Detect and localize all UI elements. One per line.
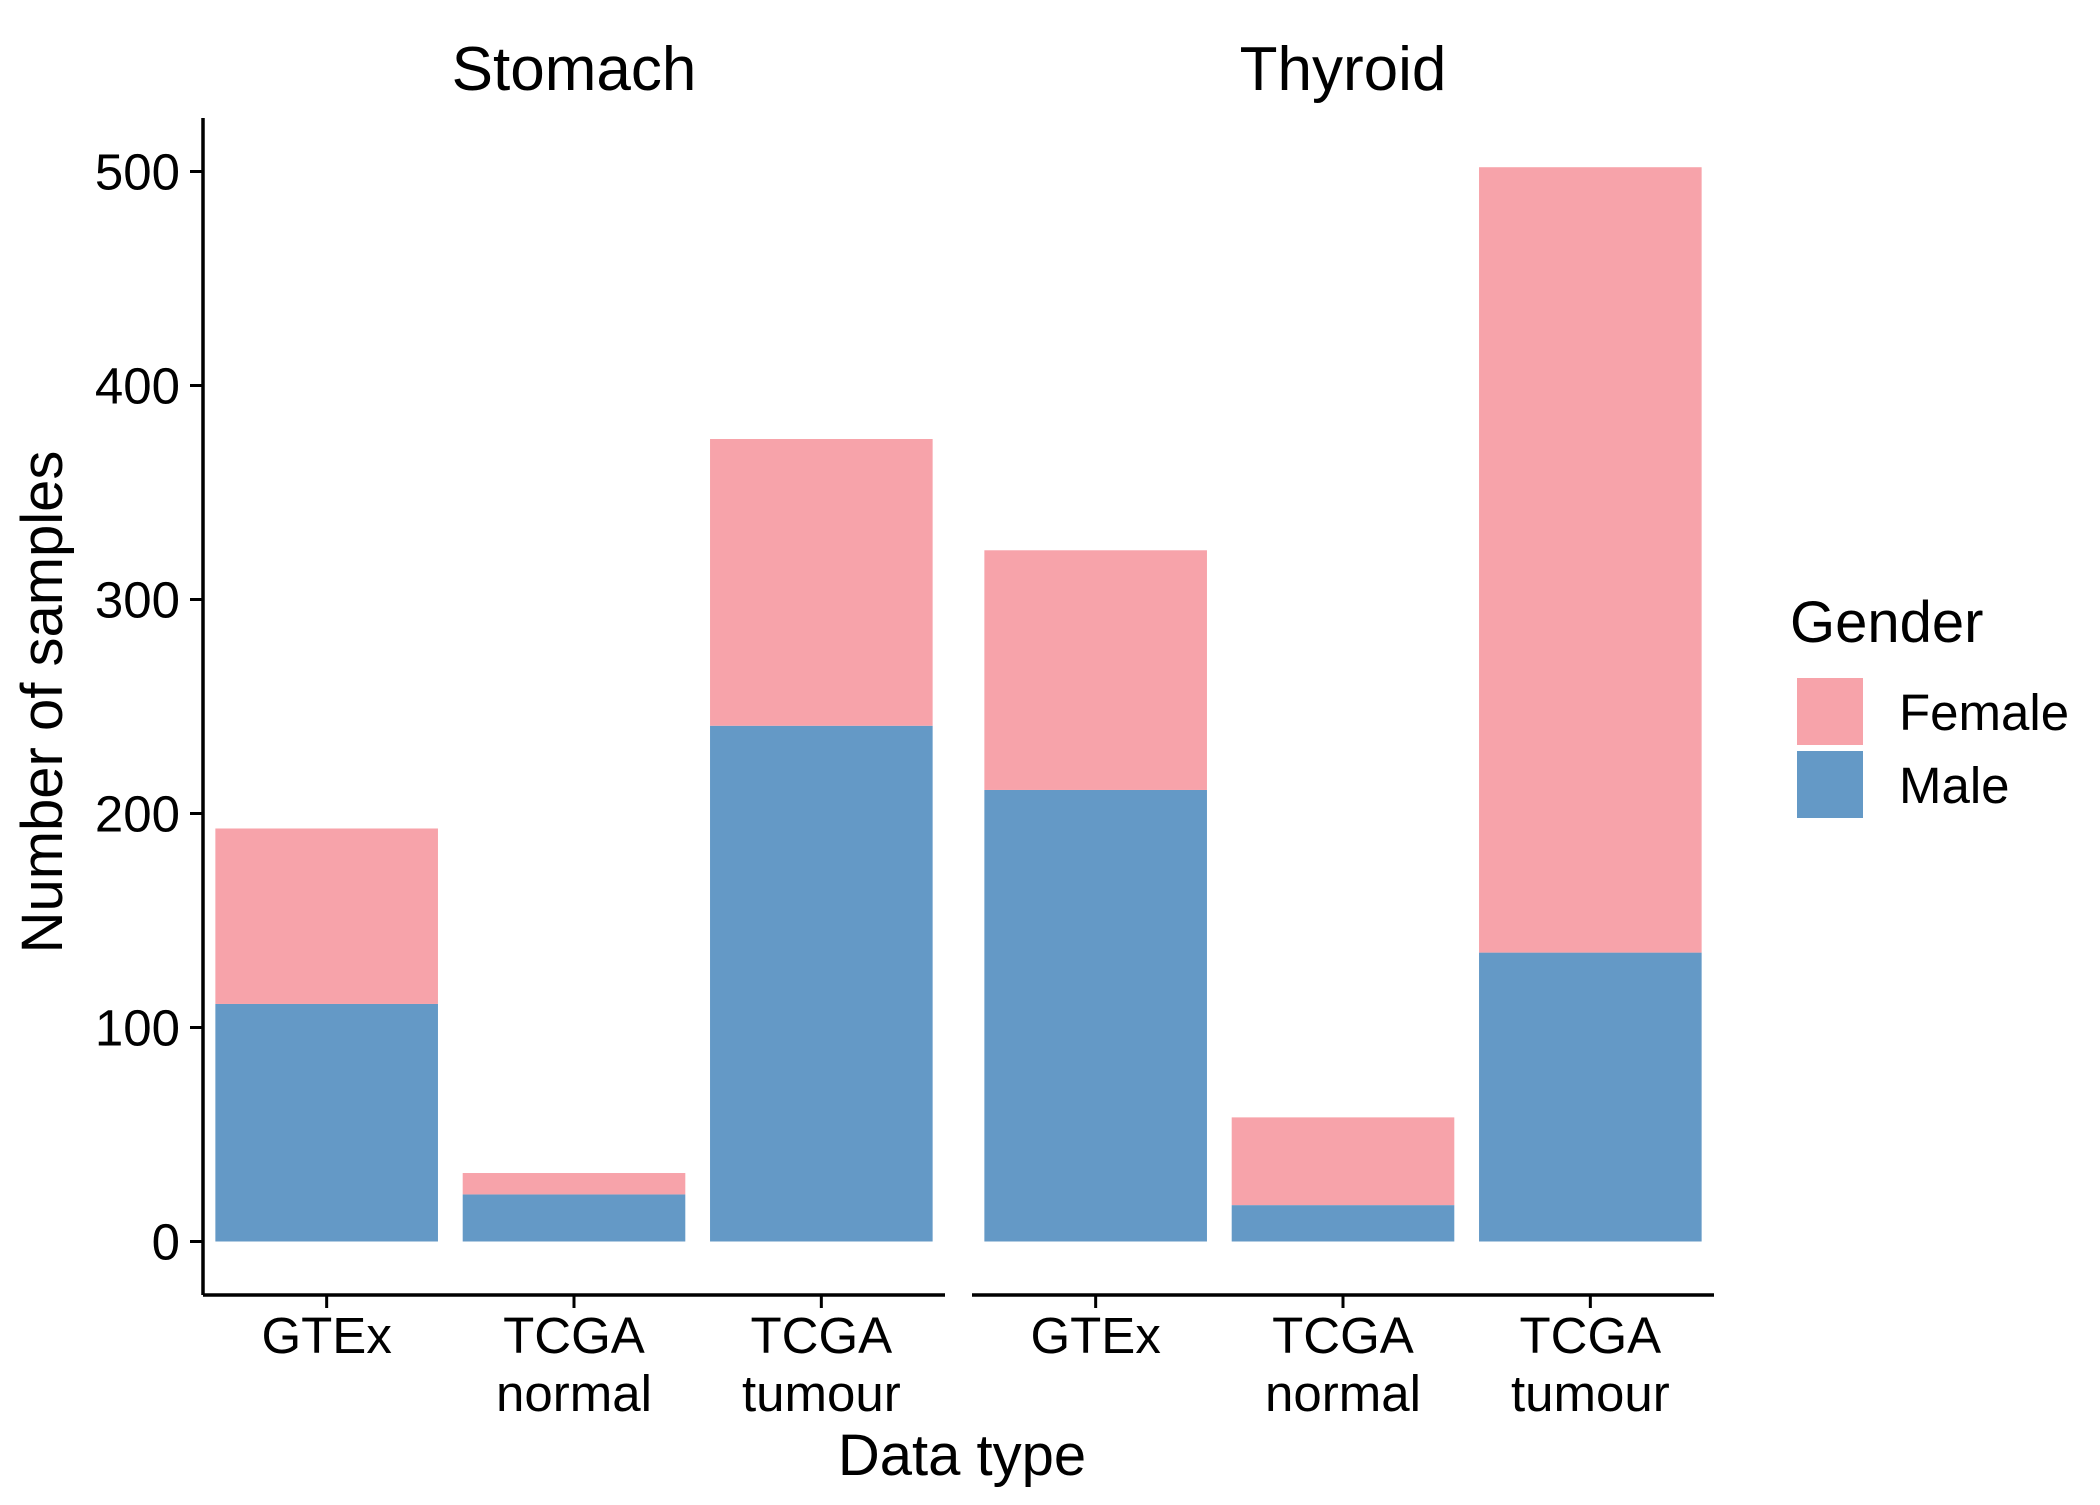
y-tick-label: 500 [95, 144, 180, 201]
legend-label: Male [1899, 757, 2010, 814]
x-tick-label: GTEx [261, 1307, 391, 1364]
facet-stomach: Stomach GTEx TCGA normal TCGA tumour [203, 35, 945, 1422]
x-tick-label: TCGA tumour [1511, 1307, 1670, 1422]
x-tick-label: TCGA tumour [742, 1307, 901, 1422]
bar-male-stomach-gtex [215, 1003, 438, 1242]
facet-title: Stomach [452, 35, 697, 104]
x-tick-label: TCGA normal [496, 1307, 652, 1422]
bar-female-thyroid-tcga-tumour [1479, 167, 1702, 953]
y-tick-label: 200 [95, 786, 180, 843]
bar-male-thyroid-tcga-normal [1231, 1205, 1455, 1242]
legend-title: Gender [1790, 590, 1983, 655]
x-tick-label: GTEx [1030, 1307, 1160, 1364]
y-tick-label: 300 [95, 572, 180, 629]
bar-male-stomach-tcga-tumour [710, 725, 933, 1242]
y-axis-title: Number of samples [10, 451, 75, 954]
legend-entry-female: Female [1797, 678, 2069, 745]
bar-female-stomach-tcga-tumour [710, 439, 933, 726]
y-tick-label: 100 [95, 1000, 180, 1057]
facets-layer: Stomach GTEx TCGA normal TCGA tumour Thyroid GT… [203, 35, 1714, 1422]
y-tick-label: 0 [152, 1214, 180, 1271]
facet-thyroid: Thyroid GTEx TCGA normal TCGA tumour [972, 35, 1714, 1422]
legend-swatch [1797, 751, 1863, 818]
legend: Gender Female Male [1790, 590, 2069, 818]
y-tick-label: 400 [95, 358, 180, 415]
y-axis: 0 100 200 300 400 500 [95, 118, 205, 1295]
bar-male-thyroid-tcga-tumour [1479, 952, 1702, 1242]
x-tick-label: TCGA normal [1265, 1307, 1421, 1422]
bar-female-thyroid-gtex [984, 550, 1207, 790]
x-axis-title: Data type [838, 1423, 1086, 1488]
bar-female-stomach-tcga-normal [462, 1173, 686, 1195]
facet-title: Thyroid [1240, 35, 1447, 104]
bar-male-thyroid-gtex [984, 789, 1207, 1242]
bar-female-stomach-gtex [215, 828, 438, 1004]
bar-male-stomach-tcga-normal [462, 1194, 686, 1242]
legend-entries: Female Male [1797, 678, 2069, 818]
bar-female-thyroid-tcga-normal [1231, 1117, 1455, 1206]
legend-label: Female [1899, 684, 2069, 741]
legend-entry-male: Male [1797, 751, 2010, 818]
legend-swatch [1797, 678, 1863, 745]
